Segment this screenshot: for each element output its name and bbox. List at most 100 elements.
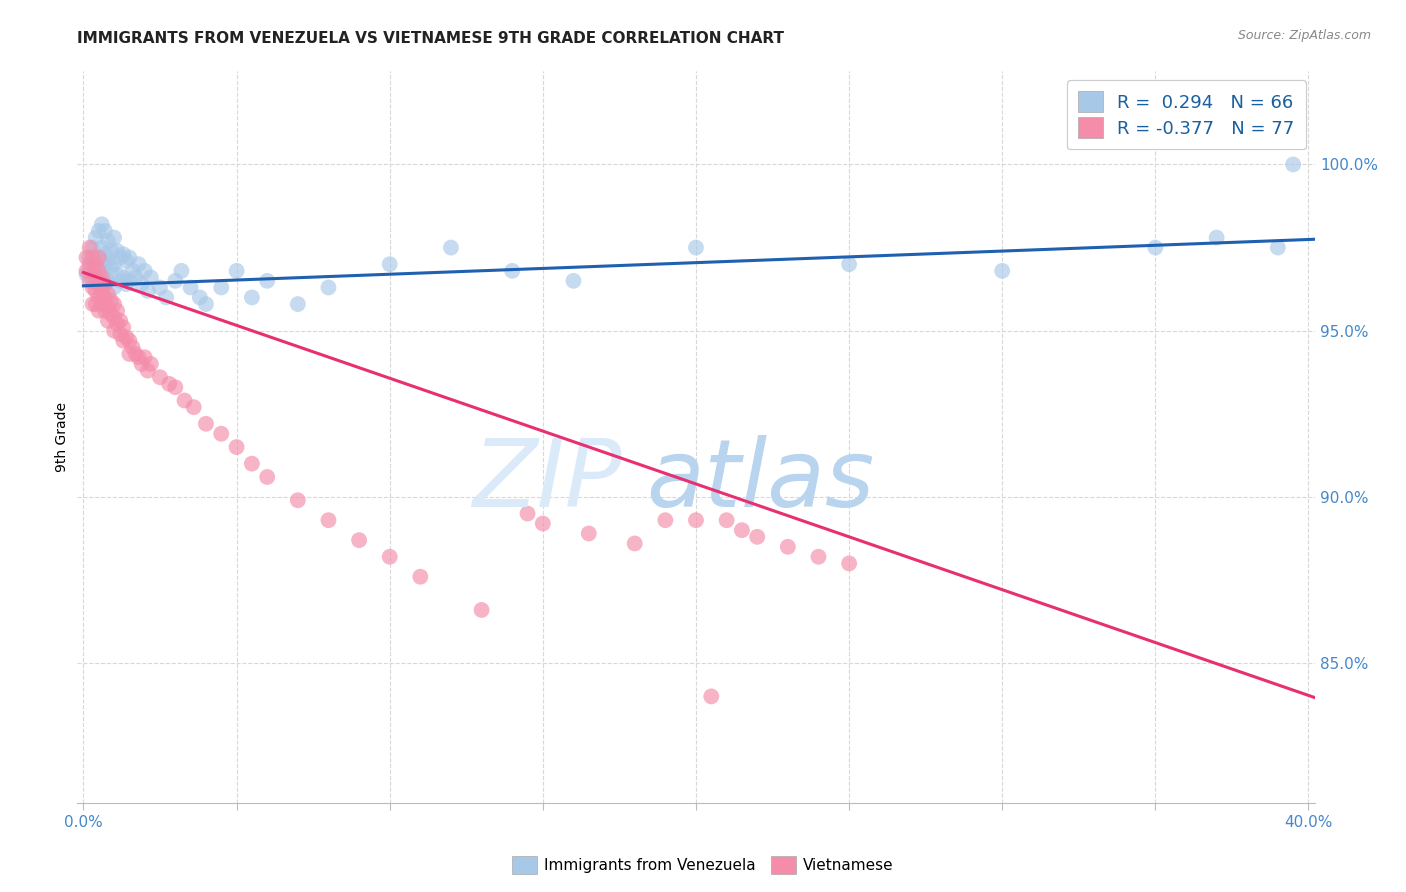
- Point: [100, 244, 122, 258]
- Point: [115, 330, 138, 344]
- Point: [838, 557, 860, 571]
- Point: [685, 513, 707, 527]
- Point: [87, 251, 110, 265]
- Point: [105, 317, 128, 331]
- Legend: R =  0.294   N = 66, R = -0.377   N = 77: R = 0.294 N = 66, R = -0.377 N = 77: [1067, 80, 1306, 149]
- Point: [134, 264, 156, 278]
- Point: [173, 393, 195, 408]
- Point: [105, 303, 128, 318]
- Point: [79, 257, 101, 271]
- Point: [94, 247, 117, 261]
- Text: atlas: atlas: [647, 435, 875, 526]
- Point: [562, 274, 585, 288]
- Y-axis label: 9th Grade: 9th Grade: [55, 402, 69, 472]
- Point: [131, 357, 153, 371]
- Point: [112, 320, 135, 334]
- Point: [103, 310, 125, 325]
- Point: [94, 290, 117, 304]
- Point: [118, 334, 141, 348]
- Point: [136, 363, 159, 377]
- Point: [90, 217, 112, 231]
- Point: [716, 513, 738, 527]
- Point: [100, 293, 122, 308]
- Point: [84, 257, 107, 271]
- Point: [82, 274, 104, 288]
- Point: [84, 284, 107, 298]
- Point: [121, 264, 143, 278]
- Point: [76, 267, 98, 281]
- Point: [700, 690, 723, 704]
- Point: [84, 264, 107, 278]
- Point: [79, 274, 101, 288]
- Point: [807, 549, 830, 564]
- Point: [87, 290, 110, 304]
- Point: [256, 274, 278, 288]
- Point: [105, 244, 128, 258]
- Legend: Immigrants from Venezuela, Vietnamese: Immigrants from Venezuela, Vietnamese: [506, 850, 900, 880]
- Point: [103, 257, 125, 271]
- Point: [94, 270, 117, 285]
- Point: [103, 297, 125, 311]
- Point: [90, 270, 112, 285]
- Point: [94, 277, 117, 292]
- Point: [87, 251, 110, 265]
- Point: [623, 536, 645, 550]
- Point: [209, 426, 232, 441]
- Point: [76, 264, 98, 278]
- Point: [209, 280, 232, 294]
- Point: [84, 297, 107, 311]
- Point: [1282, 157, 1305, 171]
- Point: [108, 314, 131, 328]
- Point: [128, 257, 150, 271]
- Point: [103, 324, 125, 338]
- Point: [90, 241, 112, 255]
- Point: [194, 297, 217, 311]
- Point: [165, 274, 187, 288]
- Point: [90, 284, 112, 298]
- Point: [256, 470, 278, 484]
- Text: ZIP: ZIP: [472, 435, 621, 526]
- Point: [157, 376, 180, 391]
- Point: [87, 277, 110, 292]
- Point: [225, 440, 247, 454]
- Point: [149, 370, 172, 384]
- Point: [1144, 241, 1167, 255]
- Point: [100, 307, 122, 321]
- Point: [287, 297, 309, 311]
- Point: [440, 241, 463, 255]
- Point: [94, 257, 117, 271]
- Point: [991, 264, 1014, 278]
- Point: [76, 251, 98, 265]
- Point: [82, 251, 104, 265]
- Point: [183, 400, 205, 414]
- Point: [1267, 241, 1289, 255]
- Point: [240, 290, 263, 304]
- Point: [654, 513, 676, 527]
- Point: [121, 340, 143, 354]
- Text: Source: ZipAtlas.com: Source: ZipAtlas.com: [1237, 29, 1371, 42]
- Point: [97, 274, 120, 288]
- Point: [1205, 230, 1227, 244]
- Point: [108, 274, 131, 288]
- Point: [84, 270, 107, 285]
- Point: [118, 347, 141, 361]
- Point: [136, 284, 159, 298]
- Point: [87, 277, 110, 292]
- Point: [287, 493, 309, 508]
- Point: [731, 523, 754, 537]
- Point: [378, 549, 401, 564]
- Point: [378, 257, 401, 271]
- Point: [165, 380, 187, 394]
- Point: [225, 264, 247, 278]
- Point: [155, 290, 177, 304]
- Point: [103, 280, 125, 294]
- Point: [112, 270, 135, 285]
- Point: [170, 264, 193, 278]
- Point: [118, 274, 141, 288]
- Point: [180, 280, 202, 294]
- Point: [516, 507, 538, 521]
- Point: [90, 264, 112, 278]
- Point: [87, 224, 110, 238]
- Point: [87, 264, 110, 278]
- Point: [124, 347, 146, 361]
